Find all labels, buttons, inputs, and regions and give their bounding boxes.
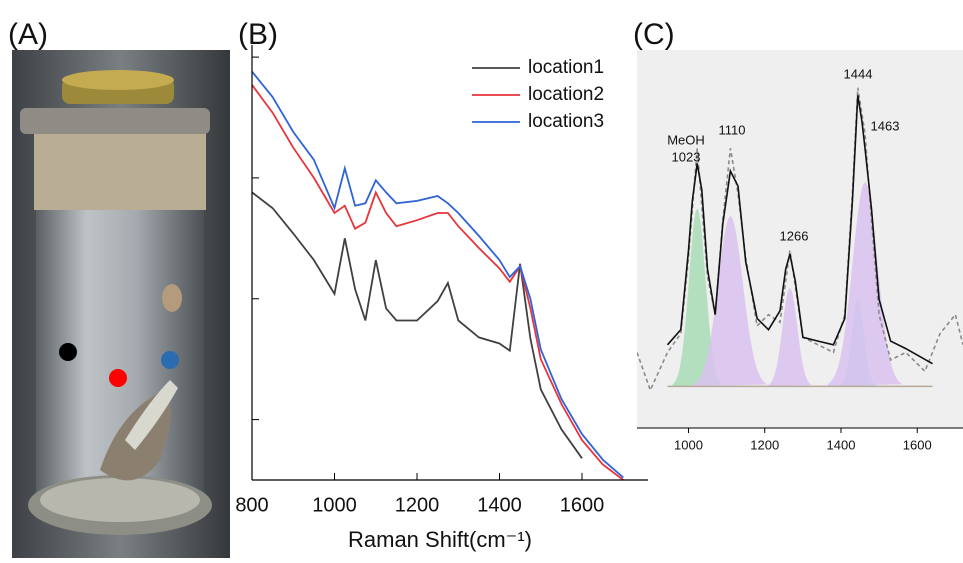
fit-component bbox=[827, 182, 903, 387]
x-tick-label: 1600 bbox=[560, 494, 605, 516]
peak-annotation: 1444 bbox=[844, 66, 873, 81]
x-tick-label: 1400 bbox=[827, 437, 856, 452]
x-tick-label: 1000 bbox=[674, 437, 703, 452]
x-tick-label: 1200 bbox=[750, 437, 779, 452]
panel-label: (C) bbox=[633, 18, 675, 51]
line-series bbox=[252, 71, 624, 479]
specimen-photo bbox=[12, 50, 230, 558]
raw-spectrum bbox=[637, 87, 963, 393]
plot-area bbox=[637, 87, 963, 393]
line-series bbox=[252, 191, 583, 459]
plot-lines bbox=[252, 71, 624, 480]
peak-annotation: 1110 bbox=[719, 122, 746, 137]
panel-label: (A) bbox=[8, 18, 48, 51]
legend-label: location2 bbox=[528, 84, 604, 105]
peak-annotation: MeOH bbox=[667, 132, 705, 147]
legend-label: location1 bbox=[528, 57, 604, 78]
fit-component bbox=[693, 216, 768, 387]
peak-annotation: 1266 bbox=[780, 228, 809, 243]
fit-curve bbox=[666, 95, 933, 365]
legend-label: location3 bbox=[528, 111, 604, 132]
x-axis-label: Raman Shift(cm⁻¹) bbox=[348, 527, 532, 552]
x-tick-label: 1600 bbox=[903, 437, 932, 452]
x-tick-label: 1000 bbox=[312, 494, 357, 516]
x-tick-label: 1200 bbox=[395, 494, 440, 516]
fit-component bbox=[672, 208, 722, 387]
x-tick-label: 800 bbox=[235, 494, 268, 516]
panel-label: (B) bbox=[238, 18, 278, 51]
peak-annotation: 1463 bbox=[871, 118, 900, 133]
line-series bbox=[252, 84, 624, 480]
x-tick-label: 1400 bbox=[477, 494, 522, 516]
peak-annotation: 1023 bbox=[672, 149, 701, 164]
fit-component bbox=[767, 288, 813, 387]
